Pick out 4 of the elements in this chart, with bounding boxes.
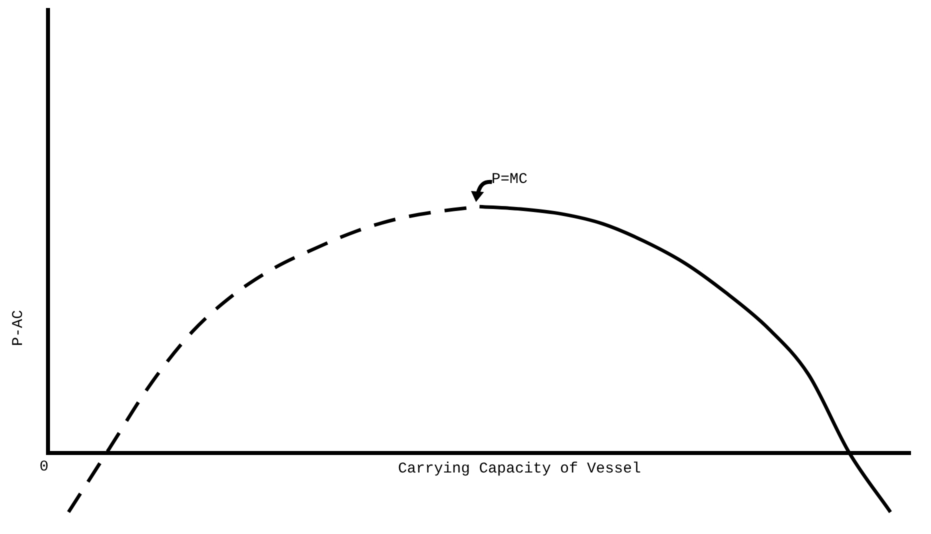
text: P=MC: [492, 170, 528, 188]
annotation: 0: [39, 458, 49, 476]
y-axis-title: P-AC: [10, 310, 27, 346]
x-axis-title: Carrying Capacity of Vessel: [398, 460, 642, 478]
